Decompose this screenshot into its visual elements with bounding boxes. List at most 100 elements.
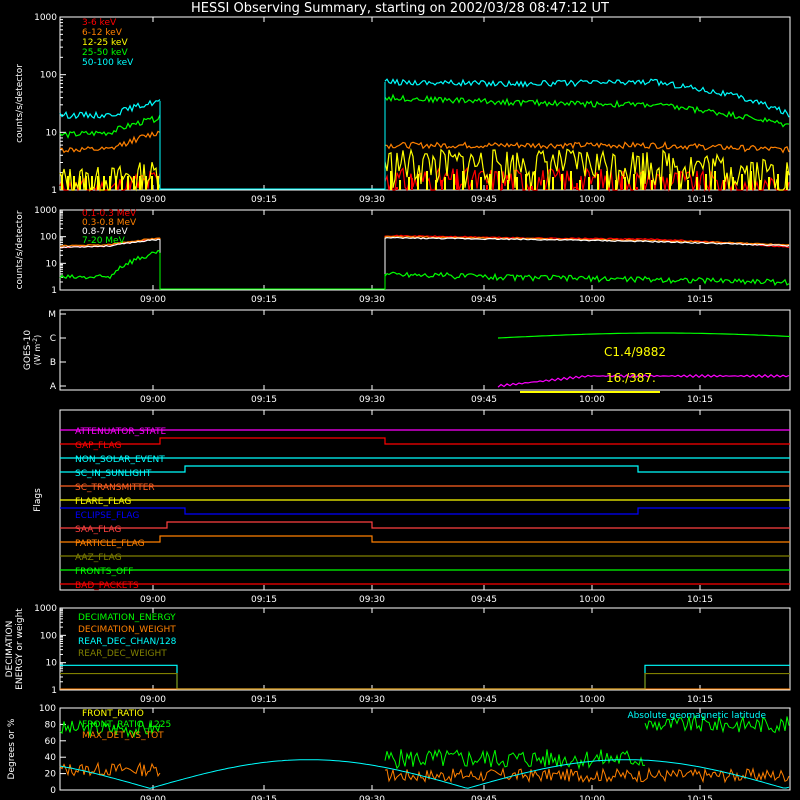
y-tick-label: 100: [40, 71, 57, 81]
x-tick-label: 09:15: [251, 395, 277, 405]
plot-frame: [59, 607, 791, 691]
flag-label: FRONTS_OFF: [75, 567, 133, 577]
legend-entry: MAX_DET_VS_TOT: [82, 731, 164, 741]
goes-short-line: [497, 374, 790, 388]
y-tick-label: 100: [40, 631, 57, 641]
y-tick-label: 10: [46, 659, 58, 669]
flags-panel: 09:00 09:15 09:30 09:45 10:00 10:15 Flags ATTEN…: [33, 409, 791, 605]
x-tick-label: 09:45: [471, 695, 497, 705]
x-tick-label: 09:30: [359, 195, 385, 205]
y-axis-label: counts/s/detector: [15, 64, 25, 143]
plot-frame: [59, 309, 791, 391]
legend-entry: 0.8-7 MeV: [82, 227, 128, 237]
flag-line: [60, 507, 790, 515]
max-det-line: [59, 761, 161, 778]
gamma-panel: 09:00 09:15 09:30 09:45 10:00 10:15 1 10 100 1000…: [15, 206, 791, 305]
legend-entry: 7-20 MeV: [82, 236, 126, 246]
x-tick-label: 10:00: [579, 595, 605, 605]
series-line: [384, 236, 790, 247]
flag-label: BAD_PACKETS: [75, 581, 139, 591]
x-tick-label: 09:15: [251, 295, 277, 305]
hxr-panel: 09:00 09:15 09:30 09:45 10:00 10:15 1 10 100 1000…: [15, 13, 791, 205]
y-tick-label: 60: [45, 737, 57, 747]
y-tick-label: 1000: [34, 604, 57, 614]
series-line: [60, 237, 160, 247]
max-det-line: [384, 766, 790, 784]
y-tick-label: 1000: [34, 13, 57, 23]
x-tick-label: 09:00: [140, 795, 166, 800]
x-tick-label: 09:00: [140, 295, 166, 305]
x-tick-label: 10:15: [687, 795, 713, 800]
series-line: [59, 238, 161, 249]
x-tick-label: 10:15: [687, 195, 713, 205]
x-tick-label: 09:45: [471, 595, 497, 605]
x-tick-label: 09:30: [359, 295, 385, 305]
flag-line: [60, 465, 790, 473]
flag-label: FLARE_FLAG: [75, 497, 131, 507]
y-tick-label: 100: [39, 704, 56, 714]
legend-entry: 6-12 keV: [82, 28, 123, 38]
flag-label: ATTENUATOR_STATE: [75, 427, 167, 437]
flag-line: [60, 437, 790, 445]
x-tick-label: 09:00: [140, 195, 166, 205]
x-tick-label: 09:30: [359, 595, 385, 605]
plot-frame: [59, 707, 791, 791]
x-tick-label: 10:15: [687, 695, 713, 705]
goes-annotation: 16./387.: [606, 371, 656, 385]
legend-entry: REAR_DEC_WEIGHT: [78, 649, 167, 659]
x-tick-label: 10:00: [579, 695, 605, 705]
y-axis-label: Flags: [33, 488, 43, 512]
y-tick-label: 20: [45, 770, 57, 780]
front-ratio-1225-line: [59, 719, 161, 739]
series-line: [384, 78, 790, 118]
y-axis-unit-exponent: -2: [32, 338, 39, 344]
legend-entry: 3-6 keV: [82, 18, 117, 28]
rear-dec-chan-line: [60, 664, 790, 690]
legend-entry: FRONT_RATIO_1225: [82, 720, 171, 730]
y-axis-unit-close: ): [33, 335, 42, 338]
legend-entry: DECIMATION_WEIGHT: [78, 625, 176, 635]
goes-panel: 09:00 09:15 09:30 09:45 10:00 10:15 A B C M GOES-1…: [23, 309, 791, 405]
series-line: [59, 130, 161, 154]
x-tick-label: 09:30: [359, 795, 385, 800]
legend-entry: 0.1-0.3 MeV: [82, 209, 137, 219]
flag-line: [60, 521, 790, 529]
y-tick-label: 0: [50, 786, 56, 796]
series-line: [384, 147, 790, 191]
x-tick-label: 10:00: [579, 395, 605, 405]
goes-long-line: [497, 332, 791, 339]
legend-entry: REAR_DEC_CHAN/128: [78, 637, 177, 647]
x-tick-label: 10:15: [687, 395, 713, 405]
x-tick-label: 09:00: [140, 595, 166, 605]
y-tick-label: M: [48, 310, 56, 320]
x-tick-label: 09:45: [471, 395, 497, 405]
y-tick-label: A: [50, 382, 57, 392]
y-axis-unit: (W m-2): [32, 335, 42, 365]
x-tick-label: 09:30: [359, 695, 385, 705]
y-axis-label: DECIMATION: [5, 621, 15, 678]
x-tick-label: 09:45: [471, 195, 497, 205]
x-tick-label: 09:15: [251, 595, 277, 605]
plot-frame: [59, 209, 791, 291]
flag-line: [60, 535, 790, 543]
decimation-panel: 09:00 09:15 09:30 09:45 10:00 10:15 1 10 100 1000…: [5, 604, 791, 705]
x-tick-label: 09:30: [359, 395, 385, 405]
y-tick-label: 100: [40, 233, 57, 243]
flag-label: GAP_FLAG: [75, 441, 121, 451]
legend-entry: FRONT_RATIO: [82, 709, 144, 719]
legend-entry: 12-25 keV: [82, 38, 128, 48]
y-axis-label: GOES-10: [23, 330, 33, 370]
goes-annotation: C1.4/9882: [604, 345, 666, 359]
series-line: [384, 141, 790, 154]
x-tick-label: 09:00: [140, 395, 166, 405]
series-line: [59, 114, 161, 139]
flag-label: PARTICLE_FLAG: [75, 539, 145, 549]
rear-dec-weight-line: [60, 672, 790, 690]
front-ratio-1225-line: [384, 748, 646, 771]
x-tick-label: 09:15: [251, 695, 277, 705]
series-line: [384, 93, 790, 128]
x-tick-label: 10:00: [579, 795, 605, 800]
legend-entry: 25-50 keV: [82, 48, 128, 58]
series-line: [59, 249, 161, 280]
y-tick-label: 80: [45, 720, 57, 730]
